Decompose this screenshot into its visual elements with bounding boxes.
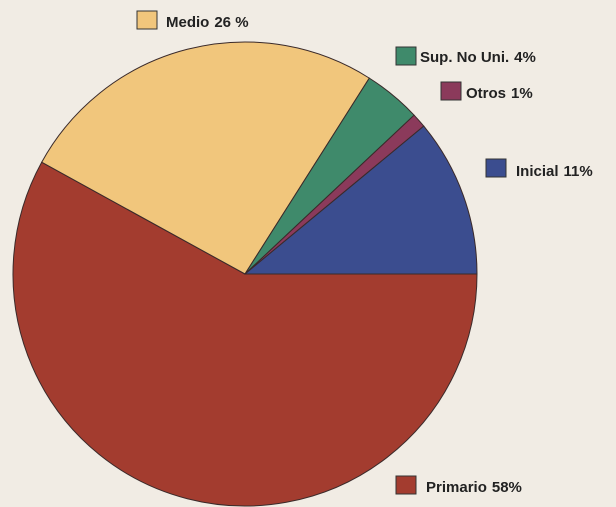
legend-name: Primario: [426, 479, 487, 496]
pie-slice: [41, 41, 371, 275]
pie-slice: [12, 161, 478, 507]
legend-name: Otros: [466, 85, 506, 102]
legend-name: Sup. No Uni.: [420, 49, 509, 66]
legend-name: Inicial: [516, 163, 559, 180]
legend-label: Sup. No Uni. 4%: [420, 49, 536, 66]
legend-value: 26 %: [214, 14, 248, 31]
pie-slice: [243, 125, 478, 275]
legend-swatch: [395, 475, 417, 495]
legend-swatch: [440, 81, 462, 101]
legend-label: Primario 58%: [426, 479, 522, 496]
legend-label: Inicial 11%: [516, 163, 593, 180]
legend-name: Medio: [166, 14, 209, 31]
legend-swatch: [395, 46, 417, 66]
legend-swatch: [136, 10, 158, 30]
legend-label: Medio 26 %: [166, 14, 249, 31]
legend-value: 1%: [511, 85, 533, 102]
legend-value: 11%: [564, 163, 593, 180]
legend-value: 58%: [492, 479, 522, 496]
legend-swatch: [485, 158, 507, 178]
legend-label: Otros 1%: [466, 85, 533, 102]
legend-value: 4%: [514, 49, 536, 66]
